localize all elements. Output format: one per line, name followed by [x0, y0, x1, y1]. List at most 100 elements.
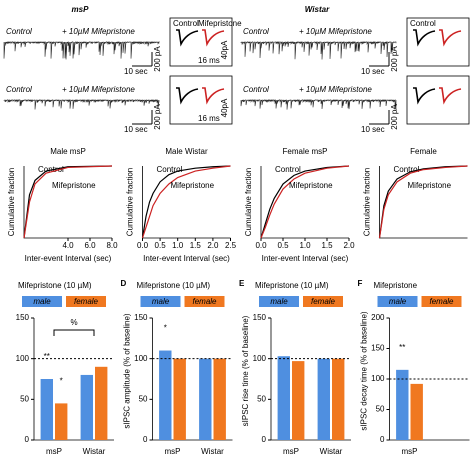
scale-label: 200 pA [153, 46, 162, 72]
bar [55, 403, 68, 440]
trace [3, 40, 160, 60]
bar [95, 366, 108, 440]
legend-label: female [311, 297, 336, 306]
y-tick-label: 0 [143, 435, 148, 444]
legend-swatch [421, 296, 462, 307]
x-tick-label: 2.0 [343, 241, 355, 250]
annotation: * [60, 377, 63, 386]
scale-label: 200 pA [390, 46, 399, 72]
cdf-line [141, 165, 231, 239]
y-tick-label: 0 [380, 435, 385, 444]
bar [317, 358, 330, 440]
chart-title: Female [410, 147, 437, 156]
inset-scale: 40pA [220, 98, 229, 117]
chart-title: Male Wistar [165, 147, 208, 156]
y-tick-label: 50 [257, 394, 266, 403]
y-tick-label: 150 [253, 313, 267, 322]
y-axis-label: sIPSC rise time (% of baseline) [241, 315, 250, 426]
x-tick-label: Wistar [201, 447, 224, 456]
inset-trace [202, 87, 225, 105]
cdf-line [378, 165, 468, 239]
inset-trace [413, 87, 436, 105]
y-tick-label: 200 [371, 313, 385, 322]
legend-label: Mifepristone [408, 181, 452, 190]
y-tick-label: 0 [262, 435, 267, 444]
x-tick-label: 2.0 [207, 241, 219, 250]
x-tick-label: msP [46, 447, 62, 456]
cdf-line [378, 165, 468, 239]
bar [199, 358, 212, 440]
x-tick-label: 8.0 [106, 241, 118, 250]
x-tick-label: 2.5 [225, 241, 237, 250]
scale-label: 10 sec [124, 125, 148, 134]
legend-label: Mifepristone [289, 181, 333, 190]
trace-label: + 10µM Mifepristone [62, 27, 135, 36]
scale-label: 10 sec [124, 67, 148, 76]
chart-subtitle: Mifepristone (10 µM) [18, 281, 92, 290]
inset-box [406, 75, 470, 125]
x-tick-label: 1.5 [190, 241, 202, 250]
bar [159, 350, 172, 440]
y-tick-label: 50 [376, 405, 385, 414]
chart-subtitle: Mifepristone (10 µM) [255, 281, 329, 290]
bar [332, 358, 345, 440]
legend-swatch [22, 296, 62, 307]
bar [173, 358, 186, 440]
legend-swatch [303, 296, 343, 307]
axis [379, 166, 468, 239]
scale-label: 200 pA [153, 104, 162, 130]
inset-label: Control [173, 19, 199, 28]
legend-swatch [140, 296, 181, 307]
scale-label: 10 sec [361, 125, 385, 134]
cdf-line [23, 165, 113, 239]
chart-subtitle: Mifepristone [374, 281, 418, 290]
scale-label: 200 pA [390, 104, 399, 130]
inset-box [406, 17, 470, 67]
bar [292, 361, 305, 440]
x-tick-label: 0.0 [137, 241, 149, 250]
x-tick-label: 0.5 [155, 241, 167, 250]
trace-label: + 10µM Mifepristone [299, 27, 372, 36]
y-axis-label: Cumulative fraction [244, 168, 253, 236]
trace-label: Control [243, 85, 269, 94]
y-tick-label: 100 [253, 354, 267, 363]
x-tick-label: msP [283, 447, 299, 456]
legend-label: Control [275, 165, 301, 174]
inset-trace [439, 29, 462, 47]
bar [410, 383, 423, 440]
y-tick-label: 100 [371, 374, 385, 383]
group-title: msP [72, 5, 90, 14]
legend-label: female [429, 297, 454, 306]
legend-label: male [33, 297, 51, 306]
inset-trace [202, 29, 225, 47]
y-axis-label: sIPSC decay time (% of baseline) [360, 311, 369, 430]
inset-trace [176, 29, 199, 47]
y-tick-label: 150 [371, 344, 385, 353]
bar [40, 379, 53, 440]
inset-box [169, 75, 233, 125]
trace [3, 98, 160, 110]
y-axis-label: Cumulative fraction [363, 168, 372, 236]
annotation: % [70, 318, 77, 327]
legend-swatch [184, 296, 225, 307]
annotation: ** [399, 343, 405, 352]
cdf-line [260, 165, 350, 239]
legend-label: Control [38, 165, 64, 174]
bar [213, 358, 226, 440]
inset-trace [439, 87, 462, 105]
inset-scale: 16 ms [198, 56, 220, 65]
chart-title: Male msP [50, 147, 86, 156]
scale-label: 10 sec [361, 67, 385, 76]
x-tick-label: Wistar [83, 447, 106, 456]
annotation: ** [44, 352, 50, 361]
legend-label: Mifepristone [52, 181, 96, 190]
panel-letter: E [239, 279, 245, 288]
chart-title: Female msP [283, 147, 328, 156]
panel-letter: F [358, 279, 363, 288]
axis [260, 166, 349, 239]
x-tick-label: 6.0 [84, 241, 96, 250]
bar [277, 356, 290, 440]
cdf-line [260, 165, 350, 239]
